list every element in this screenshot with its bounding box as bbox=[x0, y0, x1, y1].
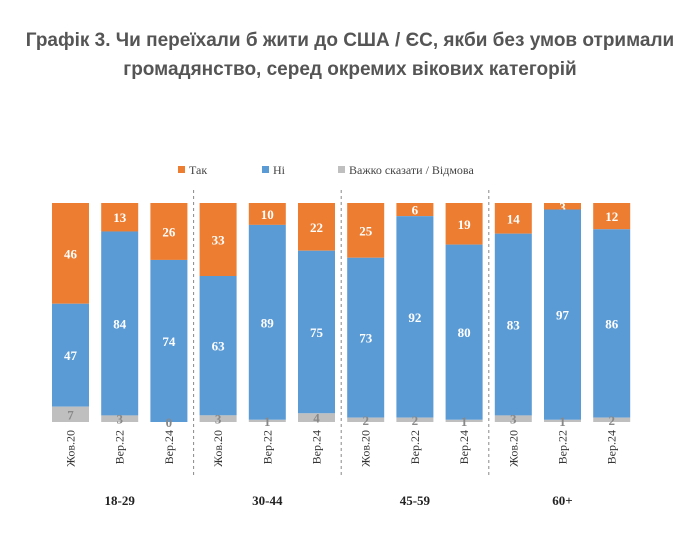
bar-segment bbox=[52, 406, 89, 422]
bar-segment bbox=[199, 203, 237, 276]
bar-segment bbox=[248, 203, 286, 225]
x-tick-label: Вер.22 bbox=[408, 430, 422, 464]
bar-segment bbox=[52, 303, 89, 407]
data-label: 10 bbox=[261, 207, 274, 222]
bar-segment bbox=[593, 417, 631, 422]
data-label: 1 bbox=[264, 414, 271, 429]
bar-segment bbox=[494, 415, 532, 422]
data-label: 3 bbox=[116, 412, 123, 427]
x-tick-label: Жов.20 bbox=[211, 430, 225, 467]
data-label: 13 bbox=[113, 210, 127, 225]
x-tick-label: Вер.24 bbox=[162, 430, 176, 464]
bar-segment bbox=[101, 415, 139, 422]
group-label: 30-44 bbox=[252, 493, 283, 508]
group-label: 60+ bbox=[552, 493, 572, 508]
x-tick-label: Вер.24 bbox=[310, 430, 324, 464]
data-label: 0 bbox=[166, 415, 173, 430]
bar-segment bbox=[544, 203, 581, 210]
data-label: 26 bbox=[162, 224, 176, 239]
data-label: 3 bbox=[559, 199, 566, 214]
x-tick-label: Жов.20 bbox=[506, 430, 520, 467]
data-label: 89 bbox=[261, 315, 275, 330]
x-tick-label: Вер.24 bbox=[457, 430, 471, 464]
bar-segment bbox=[445, 419, 483, 422]
bar-segment bbox=[347, 203, 385, 258]
bar-segment bbox=[445, 203, 483, 245]
bar-segment bbox=[199, 276, 237, 416]
data-label: 2 bbox=[412, 413, 419, 428]
x-tick-label: Вер.22 bbox=[260, 430, 274, 464]
data-label: 14 bbox=[507, 211, 521, 226]
legend-label: Важко сказати / Відмова bbox=[349, 163, 474, 177]
x-tick-label: Жов.20 bbox=[64, 430, 78, 467]
bar-segment bbox=[494, 233, 532, 416]
legend-swatch bbox=[338, 166, 345, 173]
x-tick-label: Вер.22 bbox=[113, 430, 127, 464]
data-label: 47 bbox=[64, 348, 78, 363]
data-label: 7 bbox=[67, 407, 74, 422]
group-label: 18-29 bbox=[105, 493, 136, 508]
bar-segment bbox=[396, 417, 434, 422]
data-label: 80 bbox=[458, 325, 471, 340]
x-tick-label: Вер.24 bbox=[605, 430, 619, 464]
bar-segment bbox=[494, 203, 532, 234]
bar-segment bbox=[396, 216, 434, 418]
bar-segment bbox=[52, 203, 89, 304]
data-label: 2 bbox=[608, 413, 615, 428]
data-label: 84 bbox=[113, 316, 127, 331]
data-label: 83 bbox=[507, 318, 521, 333]
data-label: 46 bbox=[64, 246, 78, 261]
data-label: 1 bbox=[559, 414, 566, 429]
data-label: 92 bbox=[408, 310, 421, 325]
bar-segment bbox=[298, 203, 335, 251]
data-label: 2 bbox=[362, 413, 369, 428]
legend-label: Так bbox=[189, 163, 207, 177]
bar-segment bbox=[298, 413, 335, 422]
bar-segment bbox=[593, 229, 631, 418]
data-label: 3 bbox=[215, 412, 222, 427]
x-tick-label: Вер.22 bbox=[556, 430, 570, 464]
bar-segment bbox=[248, 224, 286, 420]
bar-segment bbox=[150, 259, 188, 422]
bar-segment bbox=[199, 415, 237, 422]
bar-segment bbox=[445, 244, 483, 420]
data-label: 25 bbox=[359, 223, 373, 238]
legend-label: Ні bbox=[273, 163, 286, 177]
data-label: 63 bbox=[212, 339, 226, 354]
data-label: 12 bbox=[605, 209, 618, 224]
data-label: 22 bbox=[310, 220, 323, 235]
data-label: 75 bbox=[310, 325, 324, 340]
x-tick-label: Жов.20 bbox=[359, 430, 373, 467]
data-label: 4 bbox=[313, 411, 320, 426]
bar-segment bbox=[101, 231, 139, 416]
bar-segment bbox=[396, 203, 434, 217]
bar-segment bbox=[544, 209, 581, 420]
group-label: 45-59 bbox=[400, 493, 431, 508]
bar-segment bbox=[347, 417, 385, 422]
data-label: 19 bbox=[458, 217, 472, 232]
bar-segment bbox=[593, 203, 631, 230]
data-label: 86 bbox=[605, 316, 619, 331]
data-label: 73 bbox=[359, 331, 373, 346]
bar-segment bbox=[544, 419, 581, 422]
data-label: 6 bbox=[412, 203, 419, 218]
bar-segment bbox=[347, 257, 385, 418]
data-label: 74 bbox=[162, 334, 176, 349]
chart-title: Графік 3. Чи переїхали б жити до США / Є… bbox=[25, 30, 675, 80]
bar-segment bbox=[101, 203, 139, 232]
data-label: 33 bbox=[212, 233, 226, 248]
legend-swatch bbox=[262, 166, 269, 173]
legend-swatch bbox=[178, 166, 185, 173]
bar-segment bbox=[150, 203, 188, 260]
bar-segment bbox=[248, 419, 286, 422]
data-label: 3 bbox=[510, 412, 517, 427]
bar-segment bbox=[298, 250, 335, 414]
data-label: 97 bbox=[556, 308, 570, 323]
data-label: 1 bbox=[461, 414, 468, 429]
